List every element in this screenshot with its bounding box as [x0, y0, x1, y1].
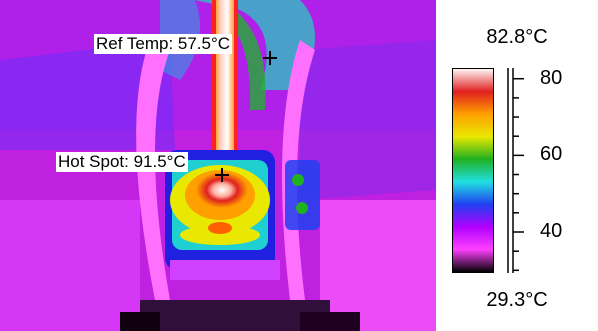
- scale-tick-label: 60: [540, 143, 563, 166]
- hot-spot-crosshair: [215, 168, 229, 182]
- color-bar: [452, 68, 494, 273]
- scale-tick-label: 80: [540, 66, 563, 89]
- ref-temp-label: Ref Temp: 57.5°C: [94, 34, 233, 54]
- hot-spot-label: Hot Spot: 91.5°C: [56, 152, 188, 172]
- ref-temp-crosshair: [263, 51, 277, 65]
- thermal-image: [0, 0, 436, 331]
- hot-spot-region: [196, 172, 248, 208]
- scale-max-label: 82.8°C: [486, 26, 548, 48]
- scale-min-label: 29.3°C: [486, 289, 548, 311]
- temperature-scale: 82.8°C 29.3°C 80 60 40: [436, 0, 598, 331]
- scale-ticks: [507, 68, 524, 273]
- scale-tick-label: 40: [540, 220, 563, 242]
